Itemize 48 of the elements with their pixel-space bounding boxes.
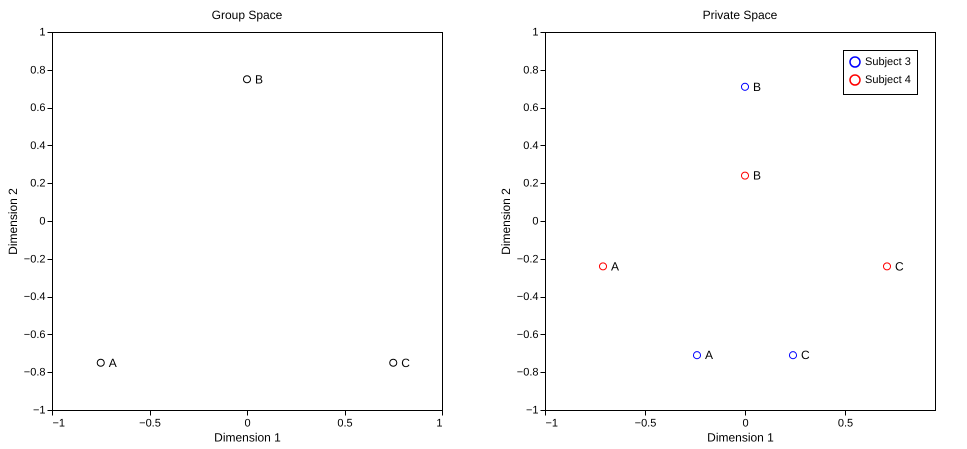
y-tick-label: −0.2: [516, 253, 538, 266]
x-tick-label: 0.5: [838, 418, 854, 430]
annotation: A: [108, 356, 117, 370]
annotation: B: [753, 80, 762, 94]
y-tick-label: −0.6: [24, 328, 46, 341]
y-tick-label: 0.2: [30, 178, 46, 190]
annotation: B: [753, 168, 762, 183]
y-tick-label: 0.8: [30, 64, 46, 76]
x-tick-label: 0: [742, 418, 749, 430]
annotation: C: [401, 356, 410, 370]
annotation: A: [611, 259, 620, 274]
annotation: C: [895, 259, 904, 274]
legend-label: Subject 4: [865, 74, 911, 86]
y-tick-label: 0.8: [523, 64, 538, 76]
y-tick-label: −0.6: [516, 328, 538, 341]
chart-title: Group Space: [212, 8, 283, 22]
x-tick-label: 1: [436, 418, 442, 430]
y-tick-label: −1: [526, 404, 538, 416]
x-tick-label: −1: [52, 418, 66, 430]
x-tick-label: −0.5: [634, 418, 656, 430]
y-tick-label: 0.2: [523, 178, 538, 190]
x-tick-label: −0.5: [139, 418, 161, 430]
x-tick-label: 0: [244, 418, 251, 430]
y-axis-title: Dimension 2: [498, 188, 513, 255]
x-axis-title: Dimension 1: [707, 430, 774, 444]
y-tick-label: −0.4: [24, 291, 46, 304]
y-tick-label: −0.2: [24, 253, 46, 266]
y-tick-label: 0: [39, 216, 46, 228]
annotation: A: [705, 348, 714, 362]
x-tick-label: 0.5: [337, 418, 353, 430]
y-tick-label: −1: [32, 404, 46, 416]
y-tick-label: −0.4: [516, 291, 538, 304]
y-axis-title: Dimension 2: [6, 188, 20, 255]
annotation: C: [801, 348, 810, 362]
x-axis-title: Dimension 1: [214, 430, 282, 444]
y-tick-label: 1: [39, 26, 46, 38]
y-tick-label: 0.6: [30, 102, 46, 114]
y-tick-label: 1: [532, 26, 538, 38]
annotation: B: [255, 72, 264, 86]
y-tick-label: 0.4: [523, 140, 538, 152]
legend-label: Subject 3: [865, 56, 911, 68]
chart-title: Private Space: [702, 8, 778, 22]
y-tick-label: 0: [532, 216, 538, 228]
y-tick-label: 0.4: [30, 140, 46, 152]
y-tick-label: −0.8: [24, 366, 46, 379]
x-tick-label: −1: [546, 418, 558, 430]
y-tick-label: −0.8: [516, 366, 538, 379]
y-tick-label: 0.6: [523, 102, 538, 114]
